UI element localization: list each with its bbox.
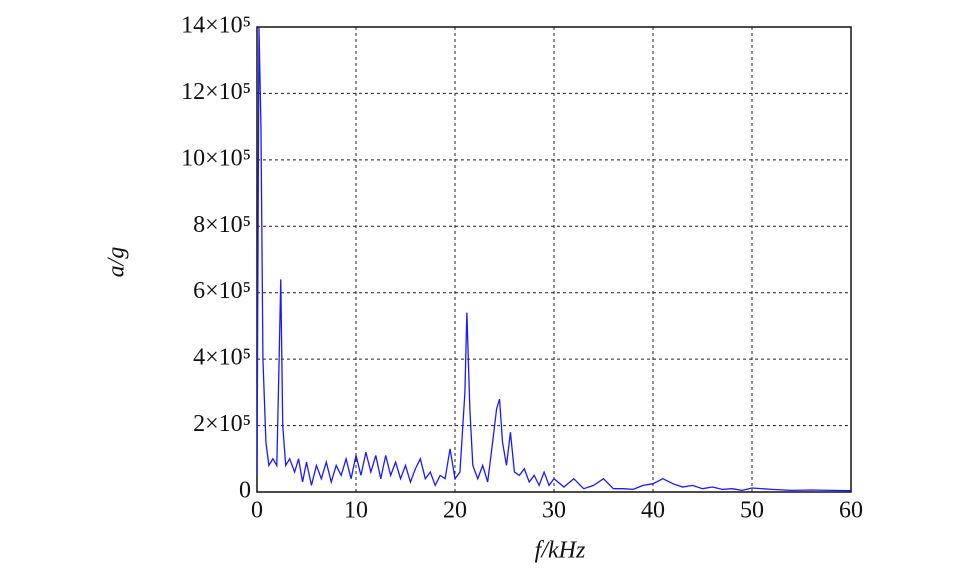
y-tick-label: 14×10⁵ bbox=[181, 13, 251, 39]
y-tick-label: 6×10⁵ bbox=[193, 278, 251, 304]
x-tick-label: 20 bbox=[443, 498, 467, 524]
x-tick-label: 30 bbox=[542, 498, 566, 524]
y-tick-label: 10×10⁵ bbox=[181, 145, 251, 171]
y-tick-label: 2×10⁵ bbox=[193, 411, 251, 437]
plot-frame bbox=[256, 26, 852, 493]
y-tick-label: 12×10⁵ bbox=[181, 79, 251, 105]
y-tick-label: 0 bbox=[239, 478, 251, 504]
y-tick-label: 4×10⁵ bbox=[193, 345, 251, 371]
x-tick-label: 60 bbox=[839, 498, 863, 524]
x-axis-label: f/kHz bbox=[535, 538, 586, 564]
x-tick-label: 50 bbox=[740, 498, 764, 524]
y-tick-label: 8×10⁵ bbox=[193, 212, 251, 238]
x-tick-label: 0 bbox=[251, 498, 263, 524]
spectrum-line bbox=[256, 26, 852, 492]
x-tick-label: 40 bbox=[641, 498, 665, 524]
y-axis-label: a/g bbox=[104, 247, 130, 278]
x-tick-label: 10 bbox=[344, 498, 368, 524]
